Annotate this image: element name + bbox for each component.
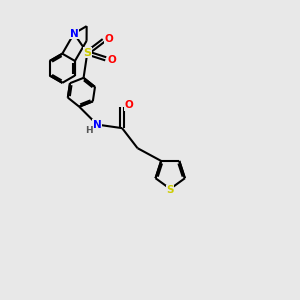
Text: H: H [85,126,93,135]
Text: S: S [167,185,174,195]
Text: N: N [70,28,78,38]
Text: O: O [124,100,133,110]
Text: N: N [93,120,101,130]
Text: O: O [108,55,117,65]
Text: O: O [105,34,113,44]
Text: S: S [83,48,91,58]
